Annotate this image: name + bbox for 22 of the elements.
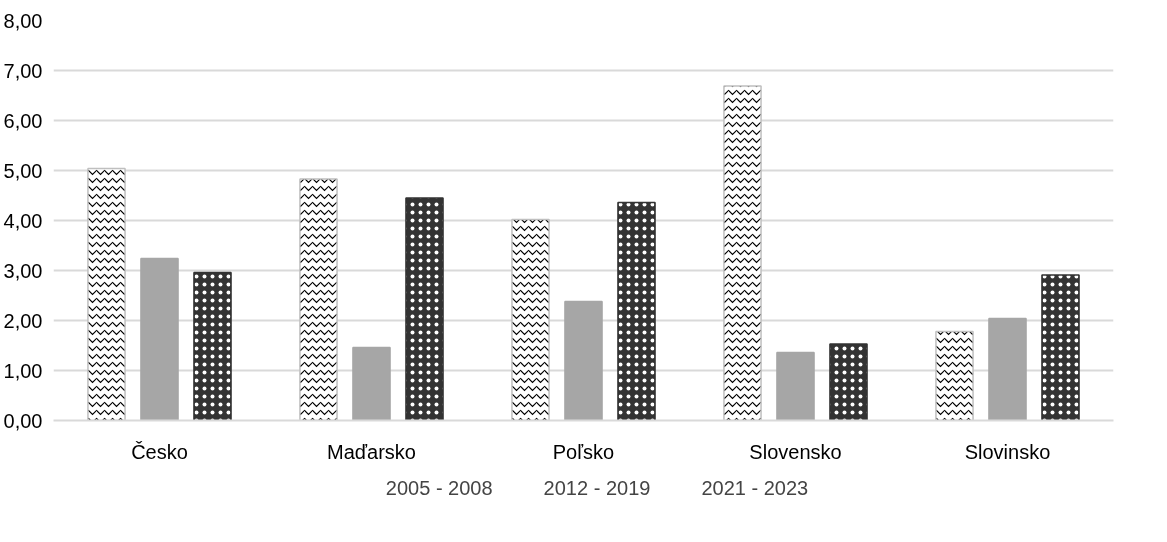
text: 2005 - 2008 [385,476,493,499]
bar [140,257,179,421]
y-tick-label: 4,00 [3,209,43,232]
y-tick-label: 2,00 [3,309,43,332]
text: 2021 - 2023 [701,476,809,499]
text: 2012 - 2019 [543,476,651,499]
y-tick-label: 8,00 [3,9,43,32]
bar [776,351,815,421]
bar [988,317,1027,421]
y-tick-label: 5,00 [3,159,43,182]
bar [352,346,391,421]
x-tick-label: Česko [131,440,188,463]
y-tick-label: 0,00 [3,409,43,432]
bar [564,300,603,421]
x-tick-label: Slovensko [749,440,842,463]
y-tick-label: 7,00 [3,59,43,82]
x-tick-label: Maďarsko [327,440,416,463]
y-tick-label: 3,00 [3,259,43,282]
y-tick-label: 1,00 [3,359,43,382]
x-tick-label: Poľsko [552,440,615,463]
x-tick-label: Slovinsko [964,440,1051,463]
y-tick-label: 6,00 [3,109,43,132]
